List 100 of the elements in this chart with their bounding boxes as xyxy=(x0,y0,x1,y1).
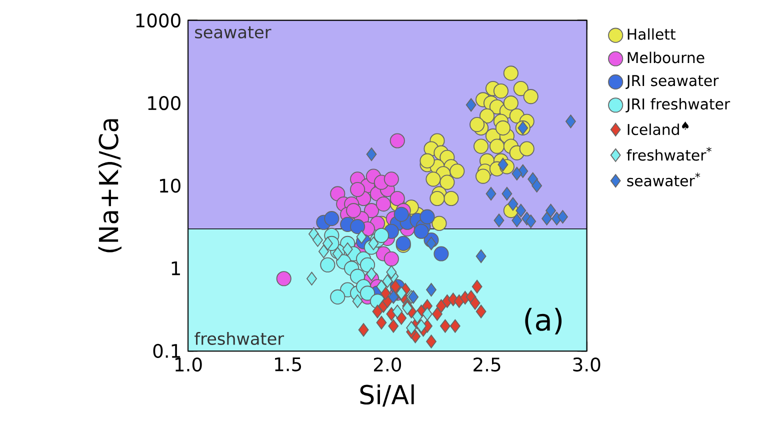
point xyxy=(420,209,435,224)
point xyxy=(422,307,432,321)
point xyxy=(472,280,482,294)
legend-label: JRI seawater xyxy=(626,75,719,89)
point xyxy=(523,89,538,104)
point xyxy=(513,81,528,96)
point xyxy=(412,310,423,324)
point xyxy=(352,294,363,308)
point xyxy=(396,286,407,300)
point xyxy=(312,233,323,247)
legend-label: Iceland$^{♠}$ xyxy=(628,122,689,136)
x-axis-title: Si/Al xyxy=(360,384,414,407)
point xyxy=(440,319,450,333)
point xyxy=(512,214,522,228)
point xyxy=(432,307,442,321)
point xyxy=(494,214,504,228)
point xyxy=(426,334,436,348)
point xyxy=(444,190,459,206)
point xyxy=(476,249,486,264)
point xyxy=(366,267,377,281)
point xyxy=(503,96,518,111)
point xyxy=(426,236,436,250)
point xyxy=(350,219,366,234)
point xyxy=(546,204,556,218)
point xyxy=(450,164,465,179)
point xyxy=(502,186,512,201)
point xyxy=(374,228,389,244)
point xyxy=(466,98,476,112)
point xyxy=(376,316,387,330)
point xyxy=(474,138,489,154)
point xyxy=(360,257,376,272)
point xyxy=(426,172,441,187)
point xyxy=(479,108,495,124)
point xyxy=(392,304,403,318)
annotation: (a) xyxy=(525,308,562,334)
x-tick-label: 1.5 xyxy=(275,358,302,372)
point xyxy=(495,120,511,136)
x-tick-label: 2.0 xyxy=(374,358,402,372)
point xyxy=(372,304,383,318)
y-tick-label: 1 xyxy=(172,262,180,276)
point xyxy=(386,265,397,279)
point xyxy=(542,212,552,226)
point xyxy=(450,319,460,333)
point xyxy=(414,224,429,239)
point xyxy=(350,182,366,198)
point xyxy=(493,84,509,99)
legend-label: JRI freshwater xyxy=(626,98,730,112)
y-axis-title: (Na+K)/Ca xyxy=(98,119,122,252)
point xyxy=(322,236,333,250)
point xyxy=(388,290,399,304)
point xyxy=(318,244,329,258)
point xyxy=(332,247,343,261)
point xyxy=(330,289,346,305)
point xyxy=(503,66,518,81)
legend-label: freshwater$^{*}$ xyxy=(626,147,712,161)
point xyxy=(432,216,447,231)
x-tick-label: 3.0 xyxy=(573,358,600,372)
point xyxy=(498,158,508,172)
point xyxy=(390,280,401,294)
point xyxy=(366,148,377,162)
point xyxy=(470,296,480,310)
point xyxy=(306,272,317,286)
point xyxy=(320,257,336,272)
point xyxy=(558,210,568,224)
y-tick-label: 1000 xyxy=(136,13,180,28)
band-label: seawater xyxy=(195,26,272,38)
point xyxy=(276,271,292,286)
point xyxy=(406,321,417,335)
point xyxy=(476,168,491,184)
x-tick-label: 1.0 xyxy=(175,358,202,372)
point xyxy=(508,197,518,211)
point xyxy=(360,286,376,301)
x-tick-label: 2.5 xyxy=(474,358,500,372)
point xyxy=(470,117,485,132)
point xyxy=(430,190,445,206)
point xyxy=(394,206,409,222)
point xyxy=(342,242,353,256)
point xyxy=(390,190,405,206)
band-label: freshwater xyxy=(194,332,284,345)
point xyxy=(516,204,526,218)
point xyxy=(324,211,340,226)
point xyxy=(416,319,427,333)
point xyxy=(512,166,522,180)
point xyxy=(358,323,369,337)
point xyxy=(526,214,536,228)
point xyxy=(388,319,399,333)
y-tick-label: 100 xyxy=(148,96,180,110)
point xyxy=(532,178,542,193)
point xyxy=(368,236,379,250)
point xyxy=(384,251,399,266)
point xyxy=(376,196,391,212)
point xyxy=(519,141,534,156)
point xyxy=(390,133,405,148)
point xyxy=(486,186,496,201)
point xyxy=(420,153,435,168)
y-tick-label: 0.1 xyxy=(153,344,180,358)
point xyxy=(426,283,436,297)
legend-label: Melbourne xyxy=(628,52,704,64)
point xyxy=(440,174,455,190)
point xyxy=(346,203,362,218)
